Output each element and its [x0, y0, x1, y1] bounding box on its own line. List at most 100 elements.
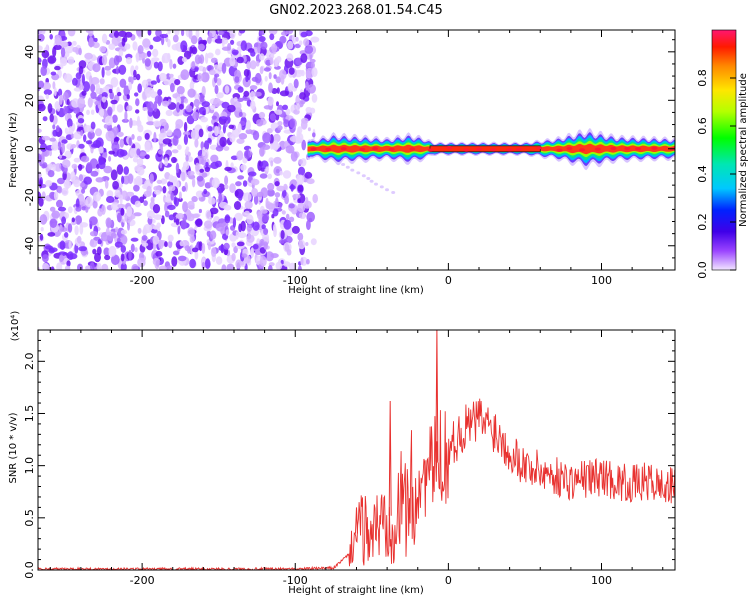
snr-panel: -200 -100 0 100 0.0 0.5 1.0 1.5 2.0 Height of st… — [8, 311, 676, 596]
noise-blob — [154, 189, 161, 195]
noise-blob — [258, 30, 266, 36]
snr-multiplier: (x10⁴) — [10, 311, 21, 342]
noise-blob — [259, 238, 265, 247]
signal-peak — [446, 146, 453, 150]
noise-blob — [268, 202, 275, 213]
signal-peak — [310, 147, 317, 151]
noise-blob — [250, 90, 255, 101]
noise-blob — [60, 47, 66, 58]
noise-blob — [141, 242, 149, 247]
noise-blob — [214, 73, 220, 78]
noise-blob — [132, 75, 137, 81]
noise-blob — [52, 139, 58, 150]
noise-blob — [300, 31, 308, 38]
noise-blob — [108, 245, 117, 257]
noise-blob — [40, 142, 47, 152]
noise-blob — [209, 207, 219, 215]
noise-blob — [216, 78, 222, 86]
noise-blob — [263, 228, 269, 235]
noise-blob — [75, 206, 82, 212]
noise-blob — [88, 39, 95, 48]
noise-blob — [171, 149, 179, 154]
noise-blob — [182, 201, 189, 213]
spectrogram-image — [38, 30, 675, 270]
noise-blob — [53, 191, 59, 201]
y-tick-label: 1.0 — [23, 457, 36, 475]
noise-blob — [270, 160, 274, 167]
noise-blob — [152, 36, 162, 42]
noise-blob — [147, 101, 154, 113]
noise-blob — [297, 202, 306, 213]
noise-blob — [260, 212, 270, 223]
noise-blob — [264, 75, 268, 82]
noise-blob — [184, 245, 191, 252]
noise-blob — [101, 54, 108, 66]
noise-blob — [224, 85, 230, 94]
noise-blob — [245, 120, 251, 131]
noise-blob — [137, 166, 145, 176]
noise-blob — [74, 225, 79, 236]
noise-blob — [183, 131, 191, 136]
noise-blob — [67, 56, 75, 65]
noise-blob — [132, 41, 138, 51]
noise-blob — [183, 50, 192, 60]
colorbar-gradient — [712, 30, 736, 270]
noise-blob — [297, 185, 304, 192]
noise-blob — [66, 143, 74, 150]
noise-blob — [70, 171, 76, 182]
noise-blob — [72, 46, 79, 53]
x-tick-label: 0 — [445, 274, 452, 287]
noise-blob — [157, 95, 162, 107]
noise-blob — [306, 258, 310, 265]
noise-blob — [366, 177, 371, 180]
noise-blob — [48, 163, 53, 170]
noise-blob — [185, 105, 193, 113]
noise-blob — [90, 83, 96, 93]
noise-blob — [64, 150, 72, 159]
noise-blob — [131, 264, 139, 270]
noise-blob — [177, 255, 187, 262]
noise-blob — [246, 234, 255, 243]
noise-blob — [134, 92, 139, 97]
noise-blob — [137, 257, 146, 268]
noise-blob — [292, 193, 301, 199]
noise-blob — [119, 138, 125, 148]
noise-blob — [192, 111, 200, 120]
noise-blob — [144, 132, 150, 140]
noise-blob — [272, 208, 279, 217]
noise-blob — [180, 219, 187, 230]
noise-blob — [115, 55, 123, 63]
noise-blob — [189, 258, 197, 269]
noise-blob — [124, 110, 128, 122]
noise-blob — [208, 197, 216, 205]
noise-blob — [269, 33, 275, 41]
noise-blob — [106, 196, 115, 203]
noise-blob — [187, 227, 195, 238]
noise-blob — [271, 142, 281, 150]
noise-blob — [243, 192, 252, 202]
noise-blob — [58, 251, 67, 256]
noise-blob — [267, 182, 275, 191]
noise-blob — [246, 214, 254, 225]
noise-blob — [286, 53, 294, 62]
noise-blob — [47, 103, 53, 114]
noise-blob — [190, 129, 199, 140]
noise-blob — [198, 128, 204, 138]
noise-blob — [243, 69, 250, 77]
noise-blob — [49, 113, 54, 123]
noise-blob — [121, 175, 125, 185]
noise-blob — [240, 164, 247, 171]
noise-blob — [175, 119, 184, 129]
noise-blob — [214, 125, 219, 137]
signal-peak — [427, 148, 434, 152]
noise-blob — [47, 232, 56, 237]
noise-blob — [133, 212, 142, 217]
noise-blob — [189, 81, 195, 91]
noise-blob — [209, 230, 217, 240]
noise-blob — [101, 67, 105, 78]
noise-blob — [208, 216, 212, 222]
noise-blob — [291, 225, 300, 234]
noise-blob — [191, 178, 196, 188]
noise-blob — [120, 253, 125, 262]
